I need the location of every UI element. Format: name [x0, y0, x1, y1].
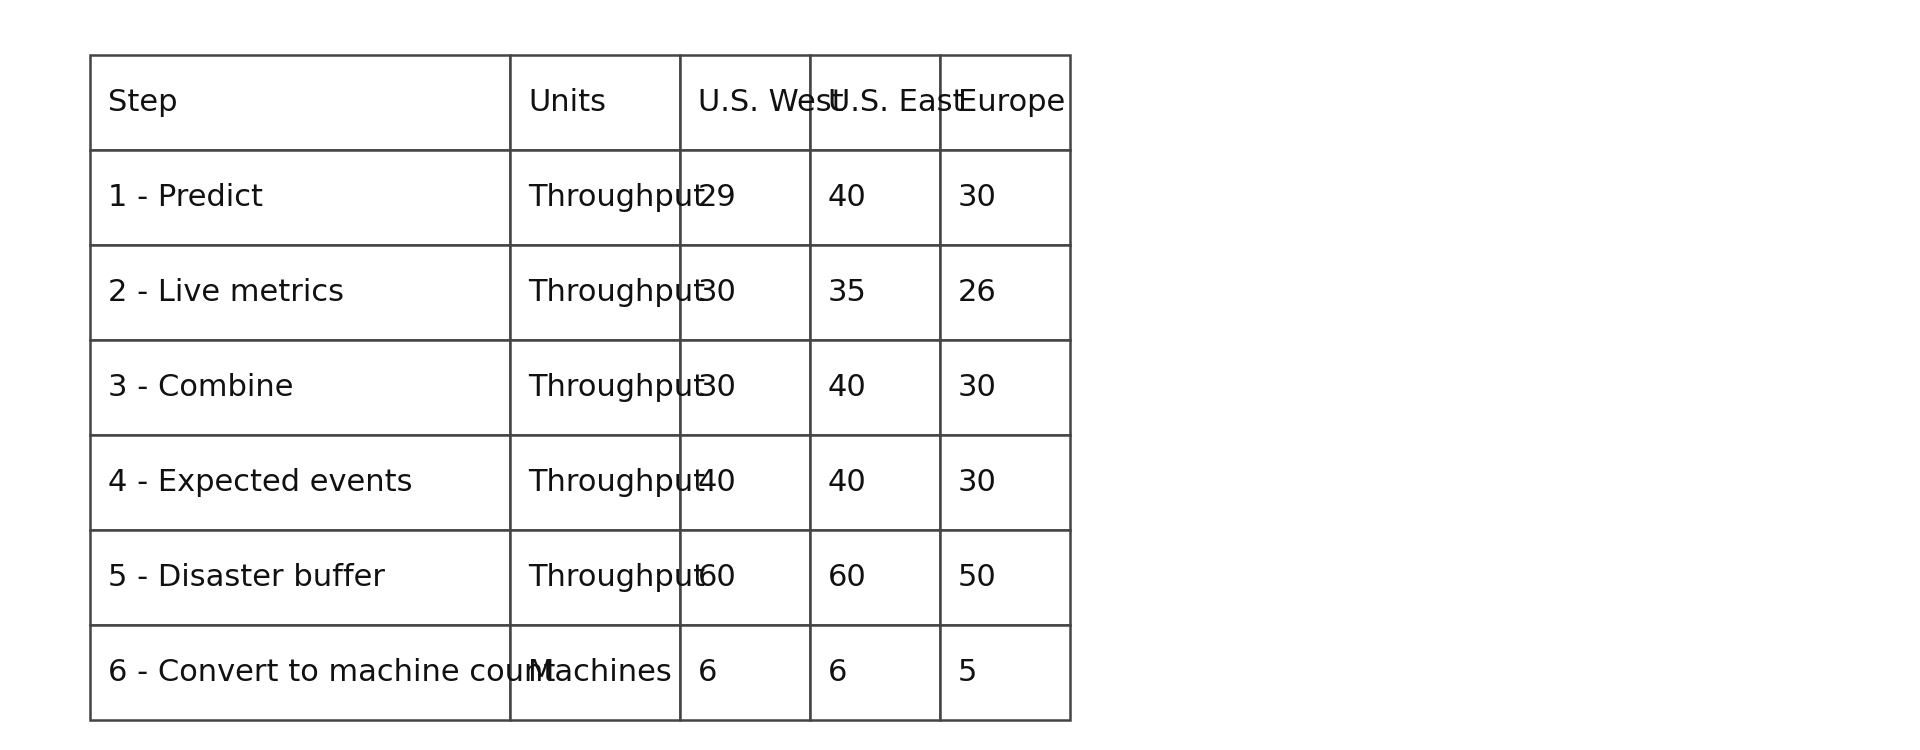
- Bar: [680, 150, 810, 245]
- Text: 60: 60: [699, 563, 737, 592]
- Bar: [941, 435, 1069, 530]
- Bar: [941, 55, 1069, 150]
- Text: 29: 29: [699, 183, 737, 212]
- Bar: [511, 55, 680, 150]
- Text: 50: 50: [958, 563, 996, 592]
- Bar: [810, 245, 941, 340]
- Bar: [90, 150, 511, 245]
- Bar: [511, 245, 680, 340]
- Text: 5: 5: [958, 658, 977, 687]
- Text: 40: 40: [828, 373, 866, 402]
- Bar: [810, 55, 941, 150]
- Bar: [90, 625, 511, 720]
- Text: Throughput: Throughput: [528, 183, 705, 212]
- Text: 60: 60: [828, 563, 866, 592]
- Text: 6 - Convert to machine count: 6 - Convert to machine count: [108, 658, 555, 687]
- Text: 2 - Live metrics: 2 - Live metrics: [108, 278, 344, 307]
- Bar: [90, 245, 511, 340]
- Text: 30: 30: [958, 468, 996, 497]
- Bar: [511, 530, 680, 625]
- Text: U.S. West: U.S. West: [699, 88, 843, 117]
- Text: 5 - Disaster buffer: 5 - Disaster buffer: [108, 563, 386, 592]
- Bar: [511, 435, 680, 530]
- Text: 1 - Predict: 1 - Predict: [108, 183, 263, 212]
- Bar: [810, 150, 941, 245]
- Bar: [90, 340, 511, 435]
- Text: 6: 6: [828, 658, 847, 687]
- Bar: [941, 530, 1069, 625]
- Text: 40: 40: [828, 468, 866, 497]
- Text: Throughput: Throughput: [528, 563, 705, 592]
- Text: 30: 30: [958, 183, 996, 212]
- Text: 4 - Expected events: 4 - Expected events: [108, 468, 413, 497]
- Bar: [680, 530, 810, 625]
- Text: 30: 30: [699, 373, 737, 402]
- Text: Throughput: Throughput: [528, 373, 705, 402]
- Bar: [810, 530, 941, 625]
- Text: 30: 30: [958, 373, 996, 402]
- Bar: [511, 625, 680, 720]
- Bar: [810, 435, 941, 530]
- Bar: [680, 55, 810, 150]
- Text: U.S. East: U.S. East: [828, 88, 964, 117]
- Bar: [90, 530, 511, 625]
- Text: Machines: Machines: [528, 658, 672, 687]
- Text: Step: Step: [108, 88, 177, 117]
- Bar: [680, 340, 810, 435]
- Bar: [680, 245, 810, 340]
- Text: Europe: Europe: [958, 88, 1066, 117]
- Bar: [680, 435, 810, 530]
- Text: Units: Units: [528, 88, 607, 117]
- Bar: [90, 55, 511, 150]
- Bar: [90, 435, 511, 530]
- Text: 35: 35: [828, 278, 866, 307]
- Bar: [810, 340, 941, 435]
- Text: 26: 26: [958, 278, 996, 307]
- Bar: [511, 340, 680, 435]
- Bar: [941, 150, 1069, 245]
- Bar: [810, 625, 941, 720]
- Text: Throughput: Throughput: [528, 468, 705, 497]
- Bar: [511, 150, 680, 245]
- Text: 30: 30: [699, 278, 737, 307]
- Bar: [680, 625, 810, 720]
- Text: 3 - Combine: 3 - Combine: [108, 373, 294, 402]
- Bar: [941, 245, 1069, 340]
- Text: 40: 40: [699, 468, 737, 497]
- Text: 40: 40: [828, 183, 866, 212]
- Bar: [941, 625, 1069, 720]
- Text: 6: 6: [699, 658, 718, 687]
- Bar: [941, 340, 1069, 435]
- Text: Throughput: Throughput: [528, 278, 705, 307]
